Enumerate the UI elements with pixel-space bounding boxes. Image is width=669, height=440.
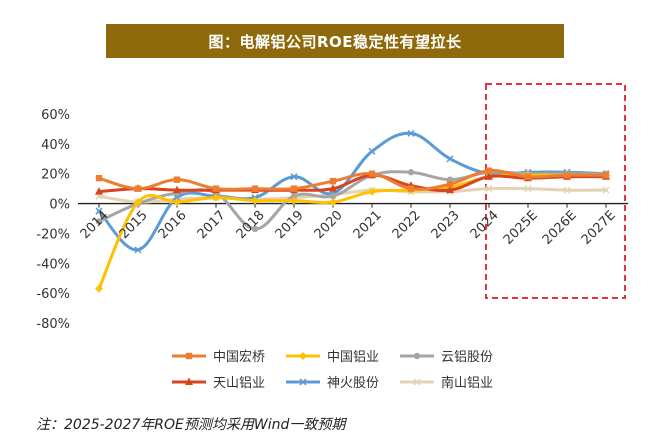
x-tick-label: 2024 xyxy=(468,208,502,242)
data-point xyxy=(251,225,259,233)
chart-title: 图：电解铝公司ROE稳定性有望拉长 xyxy=(106,24,564,58)
x-tick-label: 2015 xyxy=(117,208,151,242)
legend-marker xyxy=(185,377,193,385)
data-point xyxy=(290,192,298,200)
x-tick-label: 2025E xyxy=(501,208,541,248)
legend-marker xyxy=(185,352,193,360)
y-tick-label: 20% xyxy=(41,168,70,183)
y-tick-label: 40% xyxy=(41,138,70,153)
y-tick-label: -60% xyxy=(36,287,70,302)
x-tick-label: 2026E xyxy=(540,208,580,248)
legend-label: 中国宏桥 xyxy=(213,350,265,365)
legend-label: 南山铝业 xyxy=(441,375,493,391)
data-point xyxy=(329,184,337,192)
legend-marker xyxy=(413,378,421,386)
y-tick-label: -20% xyxy=(36,227,70,242)
data-point xyxy=(329,177,337,185)
legend-marker xyxy=(299,352,307,360)
data-point xyxy=(446,185,454,194)
data-point xyxy=(95,207,103,215)
legend-label: 天山铝业 xyxy=(213,376,265,391)
data-point xyxy=(173,176,181,183)
data-point xyxy=(563,186,571,194)
x-tick-label: 2022 xyxy=(390,208,424,242)
data-point xyxy=(563,172,571,179)
legend-item: 神火股份 xyxy=(286,376,379,391)
legend-item: 中国铝业 xyxy=(286,350,379,365)
legend-marker xyxy=(413,352,421,360)
data-point xyxy=(329,192,337,200)
data-point xyxy=(173,198,181,207)
data-point xyxy=(290,196,298,205)
data-point xyxy=(212,185,220,192)
data-point xyxy=(407,185,415,192)
data-point xyxy=(134,198,142,207)
data-point xyxy=(95,174,103,182)
x-tick-label: 2023 xyxy=(429,208,463,242)
data-point xyxy=(485,185,493,193)
legend-label: 中国铝业 xyxy=(327,350,379,365)
x-tick-label: 2027E xyxy=(579,208,619,248)
data-point xyxy=(212,193,220,202)
x-tick-label: 2017 xyxy=(195,208,229,242)
x-tick-label: 2016 xyxy=(156,208,190,242)
data-point xyxy=(407,129,415,137)
footnote: 注：2025-2027年ROE预测均采用Wind一致预期 xyxy=(36,417,346,433)
y-tick-label: 60% xyxy=(41,108,70,123)
y-tick-label: -40% xyxy=(36,257,70,272)
data-point xyxy=(173,185,181,194)
data-point xyxy=(446,155,454,163)
legend-item: 天山铝业 xyxy=(172,376,265,391)
data-point xyxy=(290,185,298,192)
data-point xyxy=(251,185,259,192)
data-point xyxy=(602,186,610,194)
data-point xyxy=(368,147,376,155)
data-point xyxy=(95,284,103,293)
data-point xyxy=(290,173,298,181)
series-line xyxy=(97,169,608,191)
data-point xyxy=(251,196,259,205)
data-point xyxy=(134,246,142,254)
data-point xyxy=(602,172,610,179)
data-point xyxy=(407,169,415,176)
legend-item: 南山铝业 xyxy=(400,375,493,391)
series-line xyxy=(97,186,608,204)
x-tick-label: 2020 xyxy=(312,208,346,242)
x-tick-label: 2014 xyxy=(78,208,112,242)
data-point xyxy=(95,218,103,225)
legend-item: 云铝股份 xyxy=(400,350,493,365)
data-point xyxy=(446,180,454,188)
data-point xyxy=(368,187,376,196)
x-tick-label: 2021 xyxy=(351,208,385,242)
y-tick-label: 0% xyxy=(49,198,70,213)
legend-label: 云铝股份 xyxy=(441,350,493,365)
series-line xyxy=(97,173,608,194)
legend-label: 神火股份 xyxy=(327,376,379,391)
data-point xyxy=(485,167,493,174)
data-point xyxy=(329,198,337,207)
y-tick-label: -80% xyxy=(36,317,70,332)
data-point xyxy=(485,172,493,180)
data-point xyxy=(134,185,142,192)
data-point xyxy=(368,170,376,177)
data-point xyxy=(524,173,532,180)
forecast-box xyxy=(485,83,626,299)
data-point xyxy=(95,187,103,195)
legend-item: 中国宏桥 xyxy=(172,350,265,365)
data-point xyxy=(524,185,532,193)
series-1 xyxy=(95,167,610,192)
legend-marker xyxy=(299,378,307,386)
